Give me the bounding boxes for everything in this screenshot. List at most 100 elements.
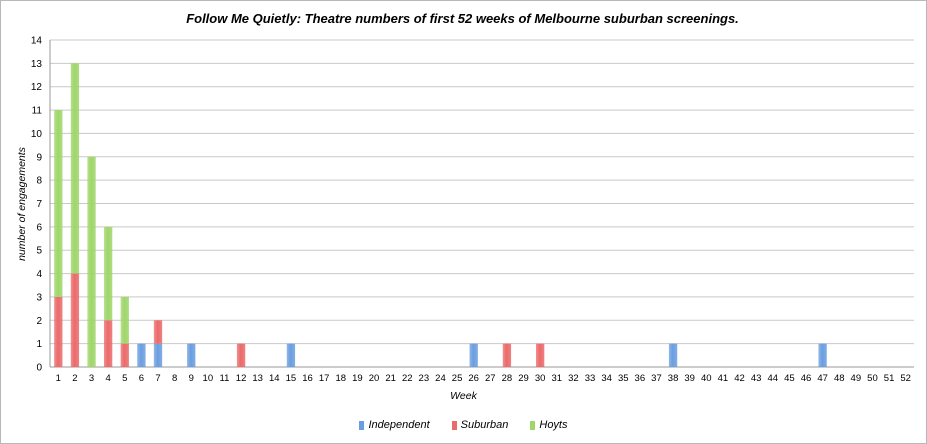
y-tick-label: 13 [31,59,43,70]
bar-hoyts [54,110,63,297]
bar-independent [286,343,296,367]
x-tick-label: 2 [72,373,77,384]
x-tick-label: 28 [502,373,513,384]
y-tick-label: 7 [36,199,42,210]
bar-suburban [120,343,129,367]
bar-suburban [236,343,246,367]
x-axis-label: Week [450,390,477,402]
bar-suburban [536,343,545,367]
bar-suburban [54,296,63,367]
x-tick-label: 40 [701,373,712,384]
x-tick-label: 17 [319,373,330,384]
x-tick-label: 47 [817,373,828,384]
x-tick-label: 45 [784,373,795,384]
legend-swatch [359,420,365,430]
x-tick-label: 16 [302,373,313,384]
x-tick-label: 27 [485,373,496,384]
x-tick-label: 46 [801,373,812,384]
x-tick-label: 8 [172,373,177,384]
bar-hoyts [104,226,113,321]
legend-label: Hoyts [539,419,568,431]
bar-independent [187,343,196,367]
x-tick-label: 15 [286,373,297,384]
x-tick-label: 35 [618,373,629,384]
bar-suburban [502,343,512,367]
bar-independent [668,343,678,367]
bar-independent [818,343,827,367]
bar-hoyts [87,156,96,367]
legend: Independent Suburban Hoyts [0,419,927,431]
x-tick-label: 37 [651,373,662,384]
x-tick-label: 4 [106,373,111,384]
y-tick-label: 10 [31,129,43,140]
legend-label: Independent [368,419,430,431]
x-tick-label: 52 [900,373,911,384]
y-tick-label: 5 [36,246,42,257]
y-tick-label: 2 [36,316,42,327]
x-tick-label: 1 [56,373,61,384]
y-tick-label: 6 [36,222,42,233]
x-tick-label: 3 [89,373,94,384]
x-tick-label: 36 [635,373,646,384]
bar-independent [137,343,146,367]
x-tick-label: 14 [269,373,280,384]
bar-suburban [70,273,80,367]
x-tick-label: 24 [435,373,446,384]
y-tick-label: 12 [31,82,43,93]
x-tick-label: 11 [220,373,230,384]
x-tick-label: 49 [851,373,862,384]
x-tick-label: 42 [734,373,745,384]
x-tick-label: 38 [668,373,679,384]
legend-label: Suburban [460,419,509,431]
x-tick-label: 13 [252,373,263,384]
bar-hoyts [120,296,129,344]
x-tick-label: 30 [535,373,546,384]
x-tick-label: 5 [122,373,127,384]
x-tick-label: 51 [884,373,895,384]
x-tick-label: 26 [468,373,479,384]
y-tick-label: 11 [32,106,43,117]
x-tick-label: 20 [369,373,380,384]
x-tick-label: 43 [751,373,762,384]
x-tick-label: 12 [236,373,247,384]
y-tick-label: 14 [31,36,43,47]
x-tick-label: 41 [718,373,729,384]
x-tick-label: 32 [568,373,579,384]
bar-independent [153,343,163,367]
x-tick-label: 21 [385,373,396,384]
y-tick-label: 9 [36,152,42,163]
bar-independent [469,343,478,367]
x-tick-label: 10 [203,373,214,384]
legend-swatch [451,420,457,430]
x-tick-label: 7 [155,373,160,384]
x-tick-label: 23 [419,373,430,384]
x-tick-label: 6 [139,373,144,384]
bar-suburban [153,320,163,344]
x-tick-label: 33 [585,373,596,384]
x-tick-label: 50 [867,373,878,384]
x-tick-label: 31 [551,373,562,384]
y-tick-label: 3 [36,292,42,303]
x-tick-label: 29 [518,373,529,384]
x-tick-label: 22 [402,373,413,384]
x-tick-label: 39 [684,373,695,384]
bar-hoyts [70,63,80,274]
x-tick-label: 44 [767,373,778,384]
x-tick-label: 25 [452,373,463,384]
x-tick-label: 9 [189,373,194,384]
legend-item: Independent [359,419,430,431]
y-tick-label: 1 [36,339,42,350]
x-tick-label: 19 [352,373,363,384]
chart-title: Follow Me Quietly: Theatre numbers of fi… [186,11,739,26]
x-tick-label: 48 [834,373,845,384]
legend-swatch [530,420,536,430]
y-tick-label: 8 [36,176,42,187]
legend-item: Hoyts [530,419,568,431]
y-tick-label: 4 [36,269,42,280]
x-tick-label: 34 [601,373,612,384]
bar-suburban [104,320,113,367]
legend-item: Suburban [451,419,509,431]
y-tick-label: 0 [36,363,42,374]
x-tick-label: 18 [335,373,346,384]
